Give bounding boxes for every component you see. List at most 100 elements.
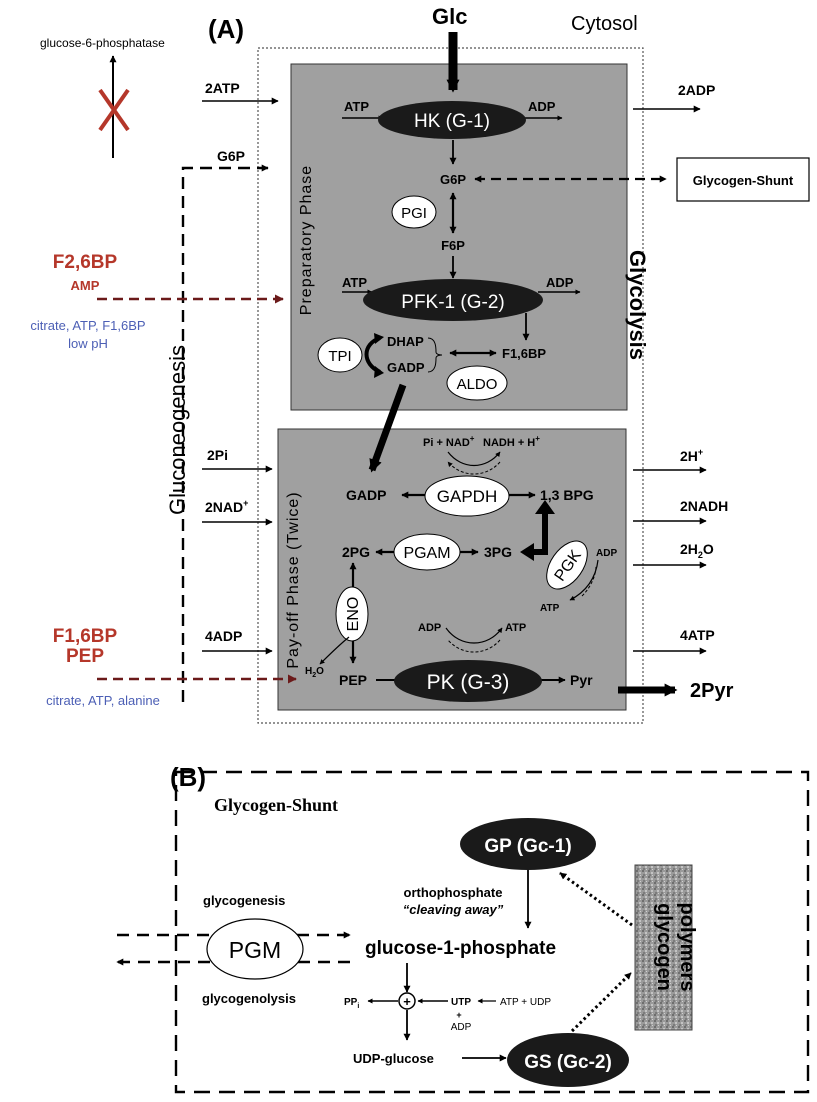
hk-enzyme [378,101,526,139]
right-2h-label: 2H+ [680,447,703,464]
glc-label: Glc [432,4,467,29]
pgk-arrowhead-up [535,500,555,514]
pfk-atp-label: ATP [342,275,367,290]
gs-enzyme [507,1033,629,1087]
pgm-label: PGM [229,937,281,963]
ppi-label: PPi [344,997,359,1010]
right-2pyr-label: 2Pyr [690,680,734,702]
hk-adp-label: ADP [528,99,556,114]
payoff-phase-label: Pay-off Phase (Twice) [285,491,302,668]
eno-enzyme: ENO [335,586,369,642]
pfk-inhibitor-ph: low pH [68,336,108,351]
utp-label: UTP [451,997,471,1008]
gapdh-cofactor-return-arrow [447,461,501,475]
left-4adp-label: 4ADP [205,628,242,644]
tpi-arrowhead-bottom [374,366,384,378]
orthophosphate-label: orthophosphate [404,885,503,900]
pk-activator-pep: PEP [66,646,104,667]
plus-node [398,992,416,1010]
gluconeogenesis-label: Gluconeogenesis [165,345,190,515]
pk-enzyme [394,660,542,702]
gadp-label: GADP [346,487,386,503]
pgk-atp-label: ATP [540,603,560,614]
hk-atp-label: ATP [344,99,369,114]
eno-water-label: H2O [305,666,324,679]
right-4atp-label: 4ATP [680,627,715,643]
polymers-to-gp-arrow [559,871,633,927]
panel-b: (B) Glycogen-Shunt GP (Gc-1) orthophosph… [116,762,810,1094]
pgk-arrowhead-left [520,543,534,561]
plus-label: + [403,994,411,1009]
pgi-label: PGI [401,205,427,222]
atp-udp-label: ATP + UDP [500,997,551,1008]
bpg13-label: 1,3 BPG [540,487,594,503]
pk-atp-label: ATP [505,622,526,634]
gadp-top-label: GADP [387,360,425,375]
cytosol-label: Cytosol [571,13,638,35]
pgam-label: PGAM [403,545,450,562]
gluconeogenesis-path [181,164,269,702]
aldo-label: ALDO [457,376,498,393]
pk-adp-label: ADP [418,622,441,634]
pgk-adp-label: ADP [596,548,617,559]
right-2h2o-label: 2H2O [680,541,714,560]
pk-inhibitors: citrate, ATP, alanine [46,693,160,708]
pg2-label: 2PG [342,544,370,560]
glycogen-shunt-box [676,157,810,202]
panel-a: (A) Cytosol Glc Preparatory Phase Pay-of… [30,4,810,724]
glycogenolysis-label: glycogenolysis [202,991,296,1006]
pk-label: PK (G-3) [427,671,510,694]
glucose-6-phosphatase-label: glucose-6-phosphatase [40,36,165,50]
pfk-adp-label: ADP [546,275,574,290]
eno-water-arrow [319,636,350,665]
udp-glucose-label: UDP-glucose [353,1051,434,1066]
dhap-label: DHAP [387,334,424,349]
pgi-enzyme [391,195,437,229]
pk-cofactor-return-arrow [447,639,501,653]
pi-nad-label: Pi + NAD+ [423,434,475,449]
right-2nadh-label: 2NADH [680,498,728,514]
f6p-label: F6P [441,238,465,253]
gp-label: GP (Gc-1) [484,836,571,857]
glycogen-shunt-box-label: Glycogen-Shunt [693,173,794,188]
pk-activator-f16bp: F1,6BP [53,626,118,647]
left-g6p-label: G6P [217,148,245,164]
utp-plus-label: + [456,1010,461,1020]
pgam-enzyme [393,533,461,571]
tpi-arrowhead-top [374,333,384,344]
polymers-label: polymers [676,903,698,992]
left-2nad-label: 2NAD+ [205,498,248,515]
gs-to-polymers-arrow [570,971,633,1033]
tpi-enzyme [317,337,363,373]
pfk-label: PFK-1 (G-2) [401,292,504,313]
pg3-label: 3PG [484,544,512,560]
blocked-cross-icon [98,88,130,132]
utp-adp-label: ADP [451,1022,472,1033]
glycogen-label: glycogen [653,903,675,991]
dhap-gadp-brace [427,337,443,373]
pgk-reaction-arrow [530,510,548,555]
right-2adp-label: 2ADP [678,82,715,98]
panel-b-title: Glycogen-Shunt [214,795,338,815]
left-2atp-label: 2ATP [205,80,240,96]
panel-a-label: (A) [208,14,244,44]
pk-cofactor-arrow [445,627,503,644]
hk-label: HK (G-1) [414,111,490,132]
aldo-enzyme [446,365,508,401]
tpi-label: TPI [328,348,351,365]
pfk-inhibitors: citrate, ATP, F1,6BP [30,318,145,333]
pgm-enzyme [206,918,304,980]
gapdh-enzyme [424,475,510,517]
pfk-activator-amp: AMP [71,278,100,293]
pep-label: PEP [339,672,367,688]
pfk-enzyme [363,279,543,321]
eno-label: ENO [345,597,362,632]
pgk-cofactor-arrow [569,559,599,601]
pgk-cofactor-dashed [581,565,597,597]
f16bp-label: F1,6BP [502,346,546,361]
pyr-label: Pyr [570,672,593,688]
gapdh-label: GAPDH [437,487,497,506]
gp-enzyme [460,818,596,870]
cleaving-away-label: “cleaving away” [403,902,504,917]
